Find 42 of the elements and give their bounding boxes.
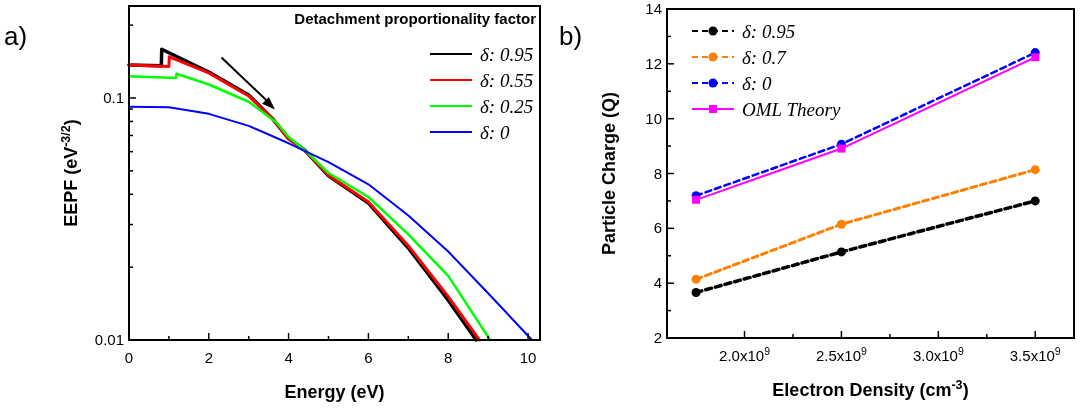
x-tick-label: 2 [204, 349, 213, 366]
x-axis-title: Electron Density (cm$^{-3}$) [772, 378, 969, 400]
legend-label: δ: 0.55 [480, 70, 534, 91]
y-axis-title: Particle Charge (Q) [599, 91, 619, 256]
x-tick-label: 0 [124, 349, 134, 366]
x-tick-label: 6 [364, 349, 373, 366]
legend-label: OML Theory [742, 99, 841, 120]
point [691, 287, 701, 297]
y-tick-label: 12 [645, 54, 662, 72]
point [1030, 196, 1040, 206]
x-axis-title: Energy (eV) [284, 382, 385, 402]
text: b) [559, 21, 583, 51]
point [836, 247, 846, 257]
x-tick-label: 3.5x10$^{9}$ [1009, 345, 1061, 364]
point [692, 195, 701, 204]
x-tick-label: 2.5x10$^{9}$ [815, 345, 868, 364]
legend-label: δ: 0.95 [742, 21, 796, 42]
legend-label: δ: 0.7 [742, 47, 788, 68]
y-tick-label: 0.01 [94, 331, 124, 348]
point [1030, 165, 1040, 175]
y-tick-label: 8 [653, 164, 662, 182]
y-tick-label: 2 [653, 329, 662, 346]
point [836, 219, 846, 229]
point [1031, 53, 1040, 62]
x-tick-label: 2.0x10$^{9}$ [719, 345, 771, 364]
legend-label: δ: 0.25 [480, 96, 534, 117]
legend-title: Detachment proportionality factor [294, 10, 537, 27]
y-tick-label: 4 [653, 274, 662, 292]
point [691, 274, 701, 284]
x-tick-label: 3.0x10$^{9}$ [912, 345, 964, 364]
text: a) [4, 21, 28, 51]
point [837, 144, 846, 153]
x-tick-label: 8 [444, 349, 453, 366]
y-tick-label: 10 [645, 109, 662, 127]
y-tick-label: 6 [653, 219, 662, 237]
y-tick-label: 0.1 [103, 89, 124, 107]
x-tick-label: 10 [519, 349, 537, 366]
legend-label: δ: 0 [480, 122, 510, 143]
y-tick-label: 14 [645, 0, 662, 17]
legend-label: δ: 0 [742, 73, 772, 94]
legend-label: δ: 0.95 [480, 44, 534, 65]
x-tick-label: 4 [284, 349, 293, 366]
